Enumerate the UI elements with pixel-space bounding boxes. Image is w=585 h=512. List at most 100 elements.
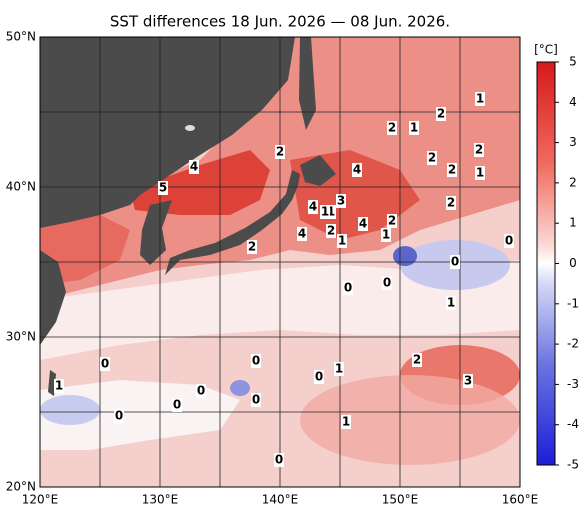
y-axis-label: 40°N <box>6 180 36 194</box>
contour-label-bg <box>308 200 318 214</box>
contour-label: 4 <box>298 227 306 241</box>
contour-label: 1 <box>327 205 335 219</box>
contour-label-bg <box>450 255 460 269</box>
x-axis-label: 120°E <box>22 493 59 507</box>
contour-label-bg <box>436 107 446 121</box>
contour-label: 0 <box>252 393 260 407</box>
contour-label: 3 <box>464 374 472 388</box>
plot-frame <box>39 36 521 488</box>
contour-label-bg <box>334 362 344 376</box>
strong-warm <box>130 150 270 215</box>
contour-label: 4 <box>359 217 367 231</box>
contour-label: 0 <box>252 354 260 368</box>
colorbar-tick-label: -5 <box>567 458 579 472</box>
colorbar-tick-label: 0 <box>569 256 577 270</box>
contour-label-bg <box>274 453 284 467</box>
contour-label-bg <box>463 374 473 388</box>
contour-label-bg <box>412 353 422 367</box>
x-axis-label: 130°E <box>142 493 179 507</box>
contour-label-bg <box>251 393 261 407</box>
land <box>40 37 295 228</box>
contour-label: 1 <box>338 234 346 248</box>
contour-label-bg <box>54 379 64 393</box>
contour-label-bg <box>387 121 397 135</box>
cool-patch <box>40 395 100 425</box>
contour-label-bg <box>409 121 419 135</box>
land <box>140 200 172 265</box>
contour-label-bg <box>341 415 351 429</box>
contour-label-bg <box>504 234 514 248</box>
contour-label: 0 <box>101 357 109 371</box>
cool-patch <box>230 380 250 396</box>
map-title: SST differences 18 Jun. 2026 — 08 Jun. 2… <box>110 13 450 31</box>
colorbar-tick-label: -1 <box>567 296 579 310</box>
contour-label-bg <box>114 409 124 423</box>
contour-label-bg <box>172 398 182 412</box>
y-axis-label: 50°N <box>6 30 36 44</box>
contour-label: 2 <box>428 151 436 165</box>
contour-label-bg <box>446 296 456 310</box>
contour-label: 1 <box>382 228 390 242</box>
warm-region <box>40 215 130 285</box>
land <box>40 250 66 345</box>
contour-label-bg <box>475 166 485 180</box>
contour-label: 0 <box>275 453 283 467</box>
colorbar-unit: [°C] <box>534 43 558 57</box>
x-axis-label: 150°E <box>382 493 419 507</box>
contour-label: 1 <box>335 362 343 376</box>
contour-label-bg <box>326 224 336 238</box>
contour-label: 2 <box>413 353 421 367</box>
contour-label-bg <box>358 217 368 231</box>
contour-label: 2 <box>475 143 483 157</box>
contour-label-bg <box>474 143 484 157</box>
contour-label-bg <box>337 234 347 248</box>
contour-label-bg <box>320 205 330 219</box>
contour-label: 2 <box>327 224 335 238</box>
contour-label: 5 <box>159 181 167 195</box>
contour-label: 1 <box>476 166 484 180</box>
colorbar-tick-label: 2 <box>569 175 577 189</box>
y-axis-label: 20°N <box>6 480 36 494</box>
contour-label: 2 <box>437 107 445 121</box>
lake <box>185 125 195 131</box>
contour-label: 1 <box>447 296 455 310</box>
contour-label-bg <box>247 240 257 254</box>
contour-label-bg <box>297 227 307 241</box>
neutral-band <box>40 380 240 450</box>
contour-label: 4 <box>353 163 361 177</box>
contour-label-bg <box>336 194 346 208</box>
y-axis-label: 30°N <box>6 330 36 344</box>
contour-label: 2 <box>276 145 284 159</box>
x-axis-label: 160°E <box>502 493 539 507</box>
contour-label: 0 <box>197 384 205 398</box>
contour-label: 3 <box>337 194 345 208</box>
contour-label-bg <box>446 196 456 210</box>
contour-label: 2 <box>388 121 396 135</box>
contour-label: 1 <box>410 121 418 135</box>
contour-label-bg <box>387 214 397 228</box>
colorbar-tick-label: 4 <box>569 95 577 109</box>
contour-label-bg <box>314 370 324 384</box>
contour-label: 2 <box>388 214 396 228</box>
contour-label-bg <box>196 384 206 398</box>
contour-label-bg <box>158 181 168 195</box>
contour-label: 2 <box>248 240 256 254</box>
colorbar-tick-label: -2 <box>567 337 579 351</box>
contour-label: 0 <box>173 398 181 412</box>
contour-label-bg <box>447 163 457 177</box>
contour-label: 1 <box>476 92 484 106</box>
contour-label-bg <box>275 145 285 159</box>
contour-label: 1 <box>342 415 350 429</box>
contour-label: 0 <box>315 370 323 384</box>
contour-label-bg <box>381 228 391 242</box>
contour-label: 2 <box>448 163 456 177</box>
contour-label: 1 <box>321 205 329 219</box>
colorbar-tick-label: 5 <box>569 55 577 69</box>
colorbar <box>536 61 556 466</box>
cool-patch <box>393 246 417 266</box>
contour-label: 0 <box>451 255 459 269</box>
contour-label-bg <box>352 163 362 177</box>
colorbar-tick-label: -3 <box>567 377 579 391</box>
